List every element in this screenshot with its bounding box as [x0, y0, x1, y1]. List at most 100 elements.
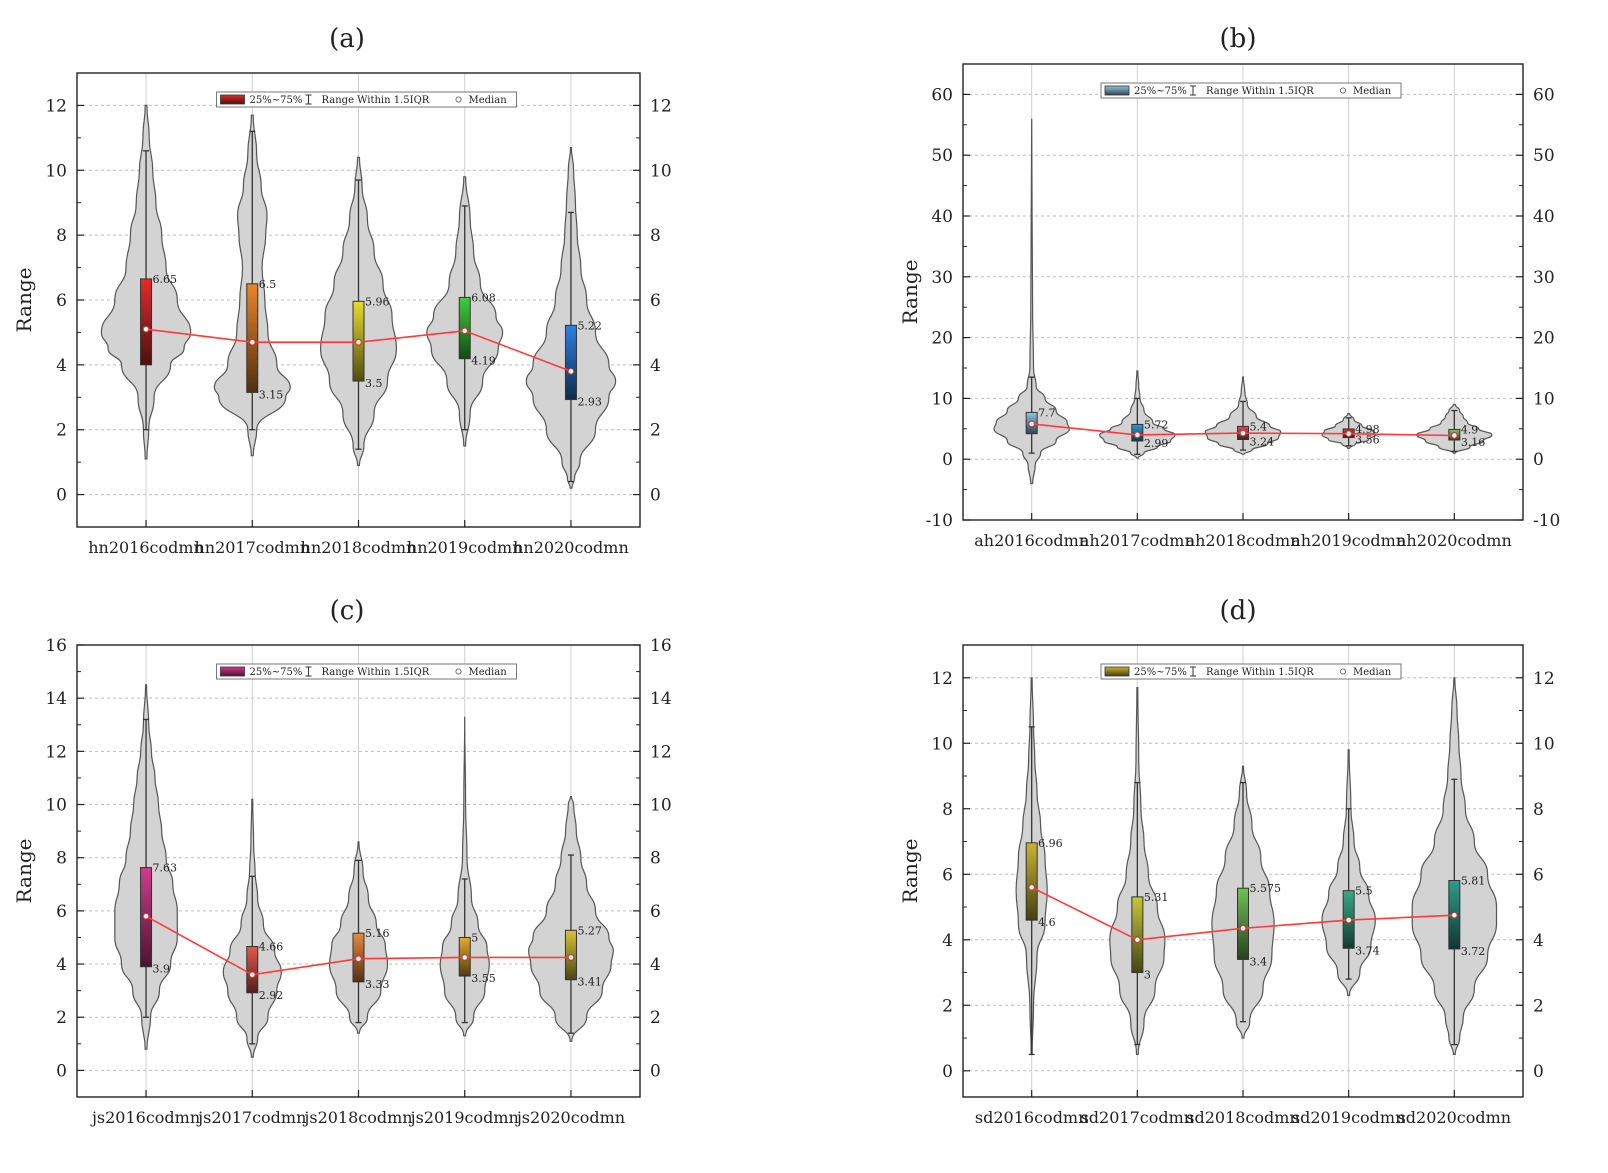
y-tick-label-right: 8 — [1533, 800, 1544, 820]
q1-label: 2.92 — [259, 989, 284, 1002]
chart-panel-b: (b) -10 -10 0 0 10 10 20 20 30 30 40 40 50 50 60 60 Range… — [898, 24, 1560, 550]
x-category-label: ah2017codmn — [1080, 531, 1195, 550]
violin-group: 5.4 3.24 — [1204, 376, 1282, 455]
violin-group: 53.55 — [439, 716, 496, 1037]
y-tick-label: 0 — [56, 486, 67, 506]
x-category-label: js2016codmn — [90, 1108, 200, 1127]
legend-box-label: 25%~75% — [250, 95, 303, 106]
y-tick-label: 10 — [931, 389, 953, 409]
q3-label: 6.08 — [471, 291, 496, 304]
panel-label: (d) — [1220, 596, 1257, 626]
y-tick-label-right: 2 — [650, 1008, 661, 1028]
y-tick-label: 10 — [45, 796, 67, 816]
mean-point — [249, 971, 256, 978]
mean-point — [461, 954, 468, 961]
q1-label: 2.99 — [1144, 437, 1169, 450]
q1-label: 3.16 — [1461, 436, 1486, 449]
y-tick-label-right: 6 — [650, 902, 661, 922]
mean-point — [461, 327, 468, 334]
legend-median-icon — [1340, 87, 1347, 94]
y-tick-label: 4 — [56, 356, 67, 376]
violin-group: 5.27 3.41 — [527, 795, 614, 1042]
y-tick-label: 4 — [942, 931, 953, 951]
legend-box-swatch — [1104, 85, 1130, 96]
q3-label: 5 — [471, 931, 478, 944]
legend-box-swatch — [1104, 666, 1130, 677]
y-tick-label: 6 — [942, 865, 953, 885]
mean-point — [567, 368, 574, 375]
y-tick-label-right: 0 — [650, 486, 661, 506]
mean-point — [1240, 430, 1247, 437]
violin-group: 5.31 3 — [1109, 686, 1169, 1056]
legend-box-label: 25%~75% — [250, 667, 303, 678]
q3-label: 6.5 — [259, 278, 277, 291]
y-tick-label-right: 8 — [650, 849, 661, 869]
y-tick-label-right: 0 — [1533, 450, 1544, 470]
violin-group: 6.65 — [100, 104, 192, 460]
y-tick-label: 8 — [942, 800, 953, 820]
q1-label: 3.4 — [1250, 955, 1268, 968]
y-tick-label-right: 12 — [650, 96, 672, 116]
y-tick-label: 2 — [942, 996, 953, 1016]
y-tick-label-right: 10 — [1533, 389, 1555, 409]
y-tick-label-right: 4 — [650, 955, 661, 975]
mean-point — [1028, 884, 1035, 891]
mean-point — [355, 339, 362, 346]
y-tick-label: 10 — [45, 161, 67, 181]
y-tick-label-right: 30 — [1533, 268, 1555, 288]
y-tick-label: 12 — [45, 96, 67, 116]
violin-group: 5.72 2.99 — [1098, 370, 1176, 459]
q3-label: 7.63 — [153, 862, 178, 875]
q3-label: 5.81 — [1461, 874, 1486, 887]
q3-label: 5.27 — [577, 924, 602, 937]
mean-point — [1134, 431, 1141, 438]
violin-group: 5.575 3.4 — [1211, 765, 1281, 1039]
legend: 25%~75% Range Within 1.5IQR Median — [1100, 82, 1402, 99]
y-tick-label: 2 — [56, 1008, 67, 1028]
y-tick-label-right: 6 — [1533, 865, 1544, 885]
y-tick-label-right: 40 — [1533, 207, 1555, 227]
panel-label: (a) — [329, 24, 365, 54]
q3-label: 4.66 — [259, 941, 284, 954]
x-category-label: js2017codmn — [196, 1108, 306, 1127]
legend-whisker-label: Range Within 1.5IQR — [322, 667, 430, 678]
y-tick-label-right: 10 — [650, 161, 672, 181]
q3-label: 5.31 — [1144, 891, 1169, 904]
legend-median-icon — [455, 96, 462, 103]
y-tick-label-right: 10 — [1533, 734, 1555, 754]
violin-group: 7.7 — [993, 118, 1071, 485]
legend: 25%~75% Range Within 1.5IQR Median — [1100, 663, 1402, 680]
violin-group: 5.16 3.33 — [328, 841, 390, 1034]
y-tick-label: 50 — [931, 146, 953, 166]
y-tick-label-right: -10 — [1533, 511, 1560, 531]
x-category-label: hn2019codmn — [407, 538, 523, 557]
mean-point — [1134, 936, 1141, 943]
violin-group: 5.22 2.93 — [525, 146, 617, 489]
legend-median-icon — [1340, 668, 1347, 675]
q1-label: 3.24 — [1250, 436, 1275, 449]
y-tick-label: 10 — [931, 734, 953, 754]
x-category-label: hn2016codmn — [88, 538, 204, 557]
violin-group: 5.81 3.72 — [1411, 677, 1498, 1056]
y-tick-label: 8 — [56, 849, 67, 869]
violin-group: 7.63 3.9 — [114, 684, 178, 1050]
y-tick-label: 0 — [56, 1061, 67, 1081]
mean-point — [1240, 925, 1247, 932]
mean-point — [1345, 430, 1352, 437]
y-tick-label: 4 — [56, 955, 67, 975]
q1-label: 3.41 — [577, 976, 602, 989]
y-tick-label: 0 — [942, 1062, 953, 1082]
y-tick-label-right: 60 — [1533, 85, 1555, 105]
q3-label: 5.5 — [1355, 885, 1373, 898]
y-tick-label: 60 — [931, 85, 953, 105]
q1-label: 3.55 — [471, 972, 496, 985]
x-category-label: hn2020codmn — [513, 538, 629, 557]
q3-label: 5.22 — [577, 319, 602, 332]
legend: 25%~75% Range Within 1.5IQR Median — [216, 663, 517, 680]
legend-box-label: 25%~75% — [1134, 86, 1187, 97]
x-category-label: js2018codmn — [302, 1108, 412, 1127]
q3-label: 5.72 — [1144, 418, 1169, 431]
y-tick-label: 20 — [931, 329, 953, 349]
